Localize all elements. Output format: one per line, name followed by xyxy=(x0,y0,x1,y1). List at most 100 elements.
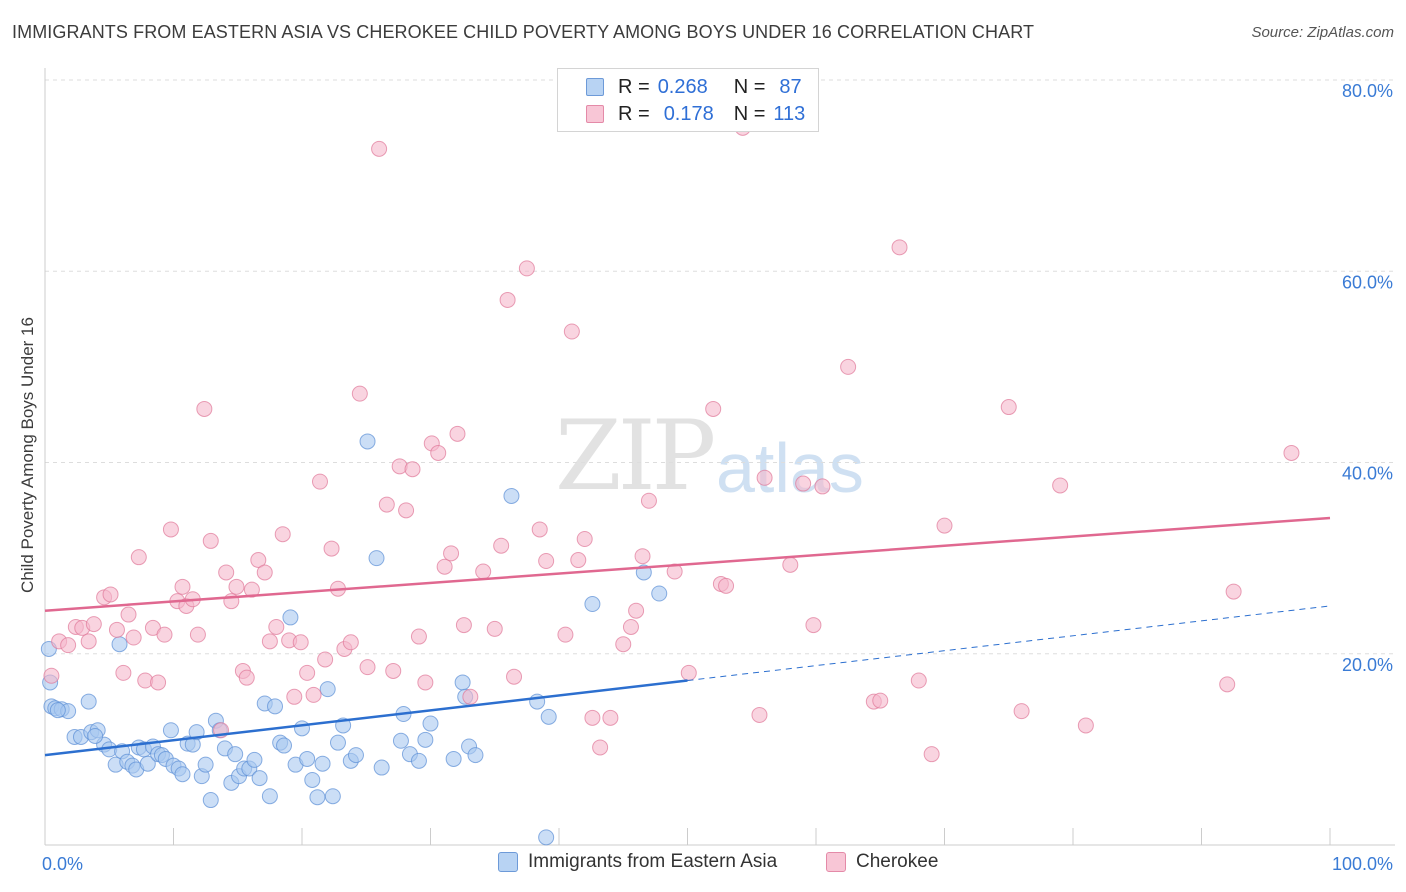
pink-point xyxy=(486,620,503,637)
pink-point xyxy=(592,739,609,756)
pink-point xyxy=(268,618,285,635)
pink-point xyxy=(218,564,235,581)
pink-point xyxy=(274,526,291,543)
pink-point xyxy=(756,469,773,486)
pink-point xyxy=(261,633,278,650)
pink-point xyxy=(1000,399,1017,416)
axes xyxy=(44,68,1395,846)
pink-point xyxy=(115,664,132,681)
pink-point xyxy=(805,617,822,634)
pink-point xyxy=(299,664,316,681)
blue-point xyxy=(584,596,601,613)
blue-point xyxy=(373,759,390,776)
pink-point xyxy=(60,637,77,654)
blue-point xyxy=(174,766,191,783)
blue-point xyxy=(309,789,326,806)
pink-point xyxy=(872,692,889,709)
pink-point xyxy=(286,688,303,705)
blue-point xyxy=(80,693,97,710)
pink-point xyxy=(584,709,601,726)
blue-point xyxy=(276,737,293,754)
legend-item-cherokee: Cherokee xyxy=(826,851,938,873)
blue-point xyxy=(538,829,555,846)
blue-swatch xyxy=(586,78,604,96)
x-tick-label-min: 0.0% xyxy=(42,854,83,874)
pink-point xyxy=(80,633,97,650)
pink-point xyxy=(751,706,768,723)
blue-point xyxy=(227,746,244,763)
blue-point xyxy=(111,636,128,653)
pink-point xyxy=(342,634,359,651)
pink-point xyxy=(923,746,940,763)
y-tick-label: 60.0% xyxy=(1342,272,1393,292)
pink-point xyxy=(680,664,697,681)
pink-point xyxy=(378,496,395,513)
pink-point xyxy=(557,626,574,643)
pink-point xyxy=(1077,717,1094,734)
blue-point xyxy=(261,788,278,805)
pink-point xyxy=(891,239,908,256)
pink-point xyxy=(385,662,402,679)
pink-point xyxy=(189,626,206,643)
pink-point xyxy=(108,621,125,638)
blue-point xyxy=(87,727,104,744)
pink-point xyxy=(666,563,683,580)
legend-swatch-blue xyxy=(498,852,518,872)
pink-point xyxy=(243,581,260,598)
blue-point xyxy=(324,788,341,805)
blue-point xyxy=(202,792,219,809)
pink-point xyxy=(359,659,376,676)
blue-point xyxy=(251,770,268,787)
tick-labels: 20.0% 40.0% 60.0% 80.0% 0.0% 100.0% xyxy=(42,81,1393,874)
blue-point xyxy=(540,708,557,725)
pink-point xyxy=(305,686,322,703)
n-value: 87 xyxy=(779,75,802,98)
blue-point xyxy=(49,702,66,719)
x-tick-label-max: 100.0% xyxy=(1332,854,1393,874)
pink-point xyxy=(130,549,147,566)
pink-point xyxy=(563,323,580,340)
pink-point xyxy=(404,461,421,478)
pink-point xyxy=(628,602,645,619)
legend-swatch-pink xyxy=(826,852,846,872)
blue-point xyxy=(282,609,299,626)
stats-row-pink: R = 0.178 N = 113 xyxy=(586,101,805,127)
pink-point xyxy=(351,385,368,402)
pink-point xyxy=(493,537,510,554)
pink-point xyxy=(102,586,119,603)
grid-lines xyxy=(45,79,1395,655)
pink-point xyxy=(462,688,479,705)
pink-trend-line xyxy=(44,516,1331,612)
legend-item-eastern-asia: Immigrants from Eastern Asia xyxy=(498,851,777,873)
blue-point xyxy=(422,715,439,732)
chart-title: IMMIGRANTS FROM EASTERN ASIA VS CHEROKEE… xyxy=(12,22,1035,42)
pink-point xyxy=(323,540,340,557)
stats-row-blue: R = 0.268 N = 87 xyxy=(586,74,802,100)
pink-point xyxy=(570,552,587,569)
pink-point xyxy=(311,473,328,490)
blue-point xyxy=(197,756,214,773)
trend-lines xyxy=(44,516,1331,757)
blue-point xyxy=(445,750,462,767)
pink-point xyxy=(436,558,453,575)
pink-point xyxy=(238,669,255,686)
pink-point xyxy=(518,260,535,277)
blue-point xyxy=(503,487,520,504)
pink-point xyxy=(506,668,523,685)
pink-swatch xyxy=(586,105,604,123)
blue-point xyxy=(314,755,331,772)
pink-point xyxy=(156,626,173,643)
pink-point xyxy=(705,400,722,417)
pink-point xyxy=(449,425,466,442)
pink-point xyxy=(398,502,415,519)
pink-point xyxy=(1225,583,1242,600)
pink-point xyxy=(718,577,735,594)
pink-point xyxy=(1013,703,1030,720)
watermark-zip: ZIP xyxy=(555,400,716,512)
pink-point xyxy=(499,291,516,308)
r-value: 0.178 xyxy=(663,102,714,125)
r-label: R = xyxy=(618,75,650,98)
data-points xyxy=(40,119,1300,846)
n-label: N = xyxy=(733,75,766,98)
pink-point xyxy=(795,475,812,492)
